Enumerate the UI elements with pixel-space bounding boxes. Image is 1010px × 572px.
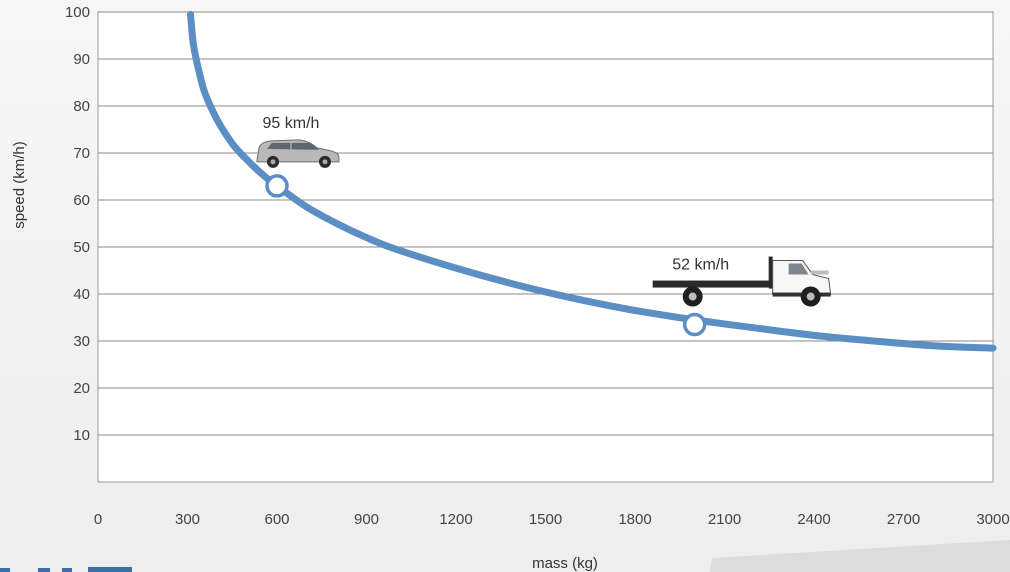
x-tick-label: 600 (264, 511, 289, 528)
x-tick-label: 1200 (439, 511, 472, 528)
y-tick-label: 20 (73, 380, 90, 397)
x-tick-label: 300 (175, 511, 200, 528)
decorative-blue-fragment (62, 568, 72, 572)
marker-annotation: 95 km/h (256, 115, 340, 198)
y-tick-label: 50 (73, 239, 90, 256)
y-tick-label: 40 (73, 286, 90, 303)
x-axis-title: mass (kg) (532, 555, 598, 572)
y-axis-ticks: 10 20 30 40 50 60 70 80 90 100 (65, 4, 90, 444)
speed-annotation-label: 52 km/h (672, 257, 729, 274)
y-tick-label: 90 (73, 51, 90, 68)
x-tick-label: 1800 (618, 511, 651, 528)
suv-car-icon (256, 139, 340, 168)
y-tick-label: 60 (73, 192, 90, 209)
decorative-gray-panel (710, 540, 1010, 572)
y-axis-title: speed (km/h) (11, 141, 28, 229)
x-tick-label: 3000 (976, 511, 1009, 528)
x-tick-label: 2400 (797, 511, 830, 528)
x-tick-label: 900 (354, 511, 379, 528)
y-tick-label: 70 (73, 145, 90, 162)
decorative-blue-fragment (88, 567, 132, 572)
decorative-blue-fragment (38, 568, 50, 572)
y-tick-label: 80 (73, 98, 90, 115)
y-tick-label: 10 (73, 427, 90, 444)
series-group (187, 10, 997, 352)
x-axis-ticks: 0 300 600 900 1200 1500 1800 2100 2400 2700 3000 (94, 511, 1010, 528)
flatbed-truck-icon (652, 256, 832, 307)
x-tick-label: 2100 (708, 511, 741, 528)
speed-annotation-label: 95 km/h (263, 115, 320, 132)
marker-annotation: 52 km/h (652, 256, 832, 337)
data-point-marker (682, 312, 707, 337)
gridlines (98, 11, 993, 436)
marker-group: 95 km/h 52 km/h (256, 115, 832, 337)
decorative-blue-fragment (0, 568, 10, 572)
series-line (187, 10, 997, 352)
x-tick-label: 0 (94, 511, 102, 528)
x-tick-label: 1500 (529, 511, 562, 528)
data-point-marker (265, 174, 289, 198)
y-tick-label: 30 (73, 333, 90, 350)
x-tick-label: 2700 (887, 511, 920, 528)
y-tick-label: 100 (65, 4, 90, 21)
